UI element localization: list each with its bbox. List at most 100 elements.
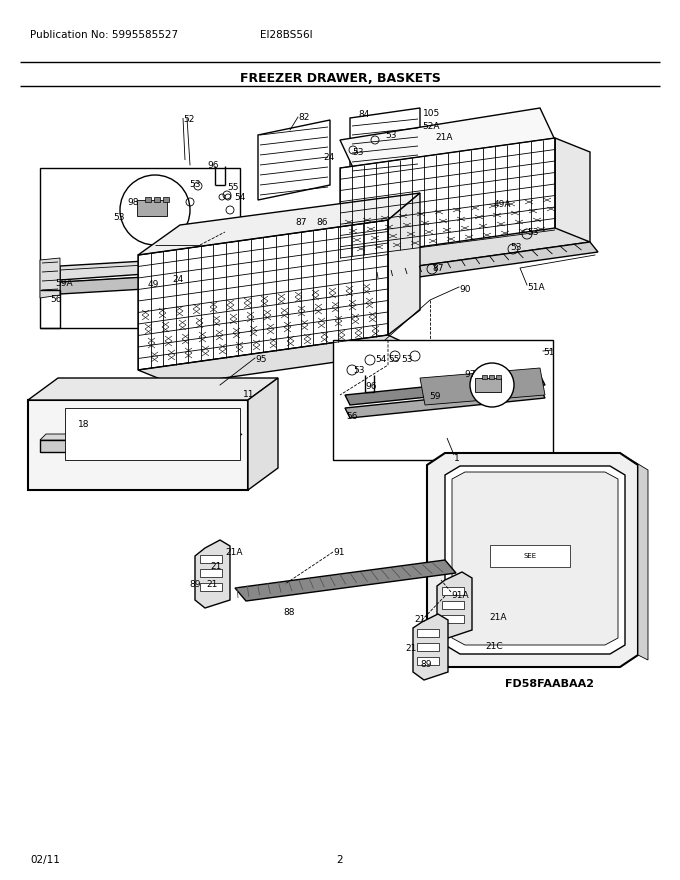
Polygon shape (413, 614, 448, 680)
Text: 53: 53 (189, 180, 201, 189)
Polygon shape (40, 258, 60, 298)
Polygon shape (350, 108, 420, 175)
Bar (154, 197, 160, 202)
Text: 21: 21 (206, 580, 218, 589)
Polygon shape (452, 472, 618, 645)
Text: 21A: 21A (435, 133, 452, 142)
Text: 89: 89 (189, 580, 201, 589)
Text: 53: 53 (527, 228, 539, 237)
Text: 95: 95 (255, 355, 267, 364)
Polygon shape (248, 378, 278, 490)
Text: 86: 86 (316, 218, 328, 227)
Bar (490, 545, 570, 567)
Text: FREEZER DRAWER, BASKETS: FREEZER DRAWER, BASKETS (239, 72, 441, 85)
Bar (417, 629, 439, 637)
Text: Publication No: 5995585527: Publication No: 5995585527 (30, 30, 178, 40)
Text: 24: 24 (323, 153, 335, 162)
Polygon shape (28, 400, 248, 490)
Bar (489, 375, 494, 379)
Polygon shape (427, 453, 638, 667)
Polygon shape (375, 242, 598, 282)
Text: 21: 21 (405, 644, 416, 653)
Text: 53: 53 (401, 355, 413, 364)
Text: SEE: SEE (524, 553, 537, 559)
Polygon shape (138, 193, 420, 255)
Text: 49A: 49A (494, 200, 511, 209)
Polygon shape (138, 335, 420, 385)
Bar (200, 555, 222, 563)
Bar (496, 375, 501, 379)
Text: 84: 84 (358, 110, 369, 119)
Bar (333, 340, 553, 460)
Text: 18: 18 (78, 420, 90, 429)
Polygon shape (620, 453, 648, 660)
Polygon shape (445, 466, 625, 654)
Text: 54: 54 (375, 355, 386, 364)
Text: 53: 53 (510, 243, 522, 252)
Text: 51: 51 (543, 348, 554, 357)
Text: 56: 56 (50, 295, 61, 304)
Bar (442, 615, 464, 623)
Text: 52A: 52A (422, 122, 439, 131)
Bar (200, 583, 222, 591)
Polygon shape (60, 256, 230, 280)
Text: 02/11: 02/11 (30, 855, 60, 865)
Polygon shape (295, 208, 350, 234)
Polygon shape (420, 368, 545, 405)
Polygon shape (437, 572, 472, 638)
Bar (137, 200, 167, 216)
Bar (417, 657, 439, 665)
Bar (442, 587, 464, 595)
Polygon shape (138, 220, 388, 370)
Text: 53: 53 (352, 148, 364, 157)
Bar (40, 168, 240, 328)
Text: 87: 87 (295, 218, 307, 227)
Text: 88: 88 (283, 608, 294, 617)
Polygon shape (40, 440, 236, 452)
Polygon shape (388, 193, 420, 335)
Text: 96: 96 (207, 161, 218, 170)
Text: 53: 53 (353, 366, 364, 375)
Text: 1: 1 (454, 454, 460, 463)
Text: 52: 52 (183, 115, 194, 124)
Bar (482, 375, 487, 379)
Text: 56: 56 (346, 412, 358, 421)
Polygon shape (345, 375, 545, 405)
Text: 49: 49 (148, 280, 159, 289)
Polygon shape (40, 434, 242, 440)
Text: 59: 59 (429, 392, 441, 401)
Text: 51A: 51A (527, 283, 545, 292)
Bar (417, 643, 439, 651)
Bar (200, 569, 222, 577)
Text: FD58FAABAA2: FD58FAABAA2 (505, 679, 594, 689)
Text: 96: 96 (365, 382, 377, 391)
Text: 91: 91 (333, 548, 345, 557)
Polygon shape (235, 560, 456, 601)
Text: 90: 90 (459, 285, 471, 294)
Bar (145, 197, 151, 202)
Polygon shape (258, 120, 330, 200)
Text: 55: 55 (227, 183, 239, 192)
Text: 11: 11 (243, 390, 254, 399)
Text: 82: 82 (298, 113, 309, 122)
Bar (442, 601, 464, 609)
Text: 21A: 21A (489, 613, 507, 622)
Text: EI28BS56I: EI28BS56I (260, 30, 313, 40)
Text: 89: 89 (420, 660, 432, 669)
Circle shape (470, 363, 514, 407)
Text: 21: 21 (414, 615, 426, 624)
Text: 91A: 91A (451, 591, 469, 600)
Polygon shape (340, 228, 590, 272)
Polygon shape (28, 378, 278, 400)
Text: 97: 97 (464, 370, 475, 379)
Circle shape (120, 175, 190, 245)
Bar (475, 378, 501, 392)
Text: 53: 53 (385, 131, 396, 140)
Text: 87: 87 (432, 264, 443, 273)
Polygon shape (555, 138, 590, 244)
Text: 2: 2 (337, 855, 343, 865)
Text: 53: 53 (113, 213, 124, 222)
Polygon shape (340, 108, 555, 172)
Text: 21C: 21C (485, 642, 503, 651)
Text: 21: 21 (210, 562, 222, 571)
